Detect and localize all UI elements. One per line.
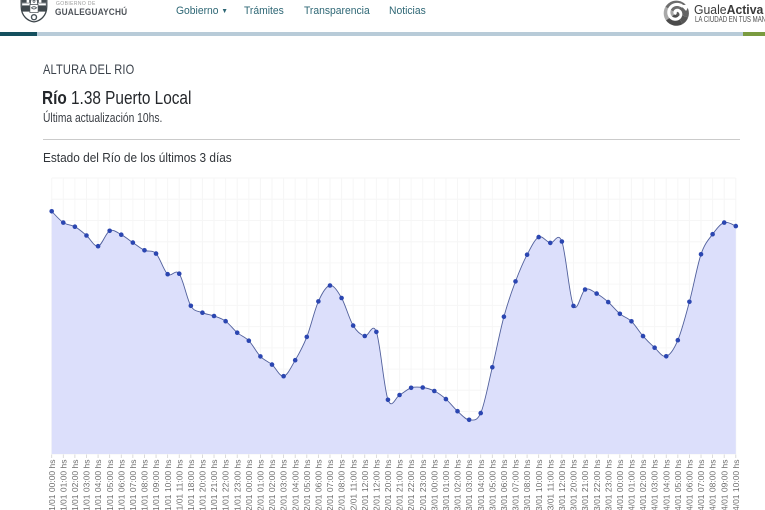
svg-text:12/01 00:00 hs: 12/01 00:00 hs: [244, 460, 254, 510]
svg-text:13/01 05:00 hs: 13/01 05:00 hs: [487, 460, 497, 510]
svg-text:13/01 22:00 hs: 13/01 22:00 hs: [592, 460, 602, 510]
svg-text:11/01 04:00 hs: 11/01 04:00 hs: [93, 460, 103, 510]
svg-text:11/01 07:00 hs: 11/01 07:00 hs: [128, 460, 138, 510]
svg-text:12/01 05:00 hs: 12/01 05:00 hs: [302, 460, 312, 510]
svg-text:13/01 02:00 hs: 13/01 02:00 hs: [453, 460, 463, 510]
svg-text:13/01 08:00 hs: 13/01 08:00 hs: [522, 460, 532, 510]
svg-text:13/01 10:00 hs: 13/01 10:00 hs: [534, 460, 544, 510]
svg-text:11/01 06:00 hs: 11/01 06:00 hs: [116, 460, 126, 510]
svg-text:11/01 02:00 hs: 11/01 02:00 hs: [70, 460, 80, 510]
svg-text:11/01 11:00 hs: 11/01 11:00 hs: [174, 460, 184, 510]
svg-text:12/01 08:00 hs: 12/01 08:00 hs: [337, 460, 347, 510]
svg-text:12/01 11:00 hs: 12/01 11:00 hs: [348, 460, 358, 510]
svg-text:13/01 01:00 hs: 13/01 01:00 hs: [441, 460, 451, 510]
svg-text:12/01 02:00 hs: 12/01 02:00 hs: [267, 460, 277, 510]
svg-text:13/01 21:00 hs: 13/01 21:00 hs: [580, 460, 590, 510]
svg-text:12/01 04:00 hs: 12/01 04:00 hs: [290, 460, 300, 510]
svg-text:14/01 03:00 hs: 14/01 03:00 hs: [650, 460, 660, 510]
svg-text:11/01 20:00 hs: 11/01 20:00 hs: [198, 460, 208, 510]
svg-text:13/01 12:00 hs: 13/01 12:00 hs: [557, 460, 567, 510]
svg-text:14/01 01:00 hs: 14/01 01:00 hs: [627, 460, 637, 510]
svg-text:11/01 03:00 hs: 11/01 03:00 hs: [82, 460, 92, 510]
svg-text:11/01 18:00 hs: 11/01 18:00 hs: [186, 460, 196, 510]
svg-text:13/01 07:00 hs: 13/01 07:00 hs: [511, 460, 521, 510]
svg-text:13/01 00:00 hs: 13/01 00:00 hs: [429, 460, 439, 510]
svg-text:12/01 01:00 hs: 12/01 01:00 hs: [256, 460, 266, 510]
svg-text:11/01 08:00 hs: 11/01 08:00 hs: [140, 460, 150, 510]
svg-text:14/01 05:00 hs: 14/01 05:00 hs: [673, 460, 683, 510]
svg-text:12/01 07:00 hs: 12/01 07:00 hs: [325, 460, 335, 510]
svg-text:12/01 20:00 hs: 12/01 20:00 hs: [383, 460, 393, 510]
svg-text:11/01 05:00 hs: 11/01 05:00 hs: [105, 460, 115, 510]
svg-text:12/01 23:00 hs: 12/01 23:00 hs: [418, 460, 428, 510]
svg-text:14/01 04:00 hs: 14/01 04:00 hs: [661, 460, 671, 510]
svg-text:13/01 06:00 hs: 13/01 06:00 hs: [499, 460, 509, 510]
svg-text:12/01 06:00 hs: 12/01 06:00 hs: [313, 460, 323, 510]
svg-text:14/01 02:00 hs: 14/01 02:00 hs: [638, 460, 648, 510]
svg-text:14/01 08:00 hs: 14/01 08:00 hs: [708, 460, 718, 510]
svg-text:14/01 10:00 hs: 14/01 10:00 hs: [731, 460, 741, 510]
svg-text:12/01 03:00 hs: 12/01 03:00 hs: [279, 460, 289, 510]
svg-text:13/01 04:00 hs: 13/01 04:00 hs: [476, 460, 486, 510]
svg-text:11/01 23:00 hs: 11/01 23:00 hs: [232, 460, 242, 510]
svg-text:13/01 23:00 hs: 13/01 23:00 hs: [603, 460, 613, 510]
svg-text:12/01 12:00 hs: 12/01 12:00 hs: [371, 460, 381, 510]
svg-text:11/01 10:00 hs: 11/01 10:00 hs: [163, 460, 173, 510]
svg-text:14/01 06:00 hs: 14/01 06:00 hs: [685, 460, 695, 510]
svg-text:13/01 11:00 hs: 13/01 11:00 hs: [545, 460, 555, 510]
svg-text:11/01 22:00 hs: 11/01 22:00 hs: [221, 460, 231, 510]
svg-text:11/01 00:00 hs: 11/01 00:00 hs: [47, 460, 57, 510]
svg-text:11/01 21:00 hs: 11/01 21:00 hs: [209, 460, 219, 510]
svg-text:13/01 20:00 hs: 13/01 20:00 hs: [569, 460, 579, 510]
svg-text:12/01 21:00 hs: 12/01 21:00 hs: [395, 460, 405, 510]
svg-text:13/01 03:00 hs: 13/01 03:00 hs: [464, 460, 474, 510]
svg-text:14/01 07:00 hs: 14/01 07:00 hs: [696, 460, 706, 510]
svg-text:14/01 00:00 hs: 14/01 00:00 hs: [615, 460, 625, 510]
svg-text:11/01 09:00 hs: 11/01 09:00 hs: [151, 460, 161, 510]
svg-text:12/01 12:00 hs: 12/01 12:00 hs: [360, 460, 370, 510]
svg-text:12/01 22:00 hs: 12/01 22:00 hs: [406, 460, 416, 510]
svg-text:14/01 09:00 hs: 14/01 09:00 hs: [719, 460, 729, 510]
svg-text:11/01 01:00 hs: 11/01 01:00 hs: [58, 460, 68, 510]
